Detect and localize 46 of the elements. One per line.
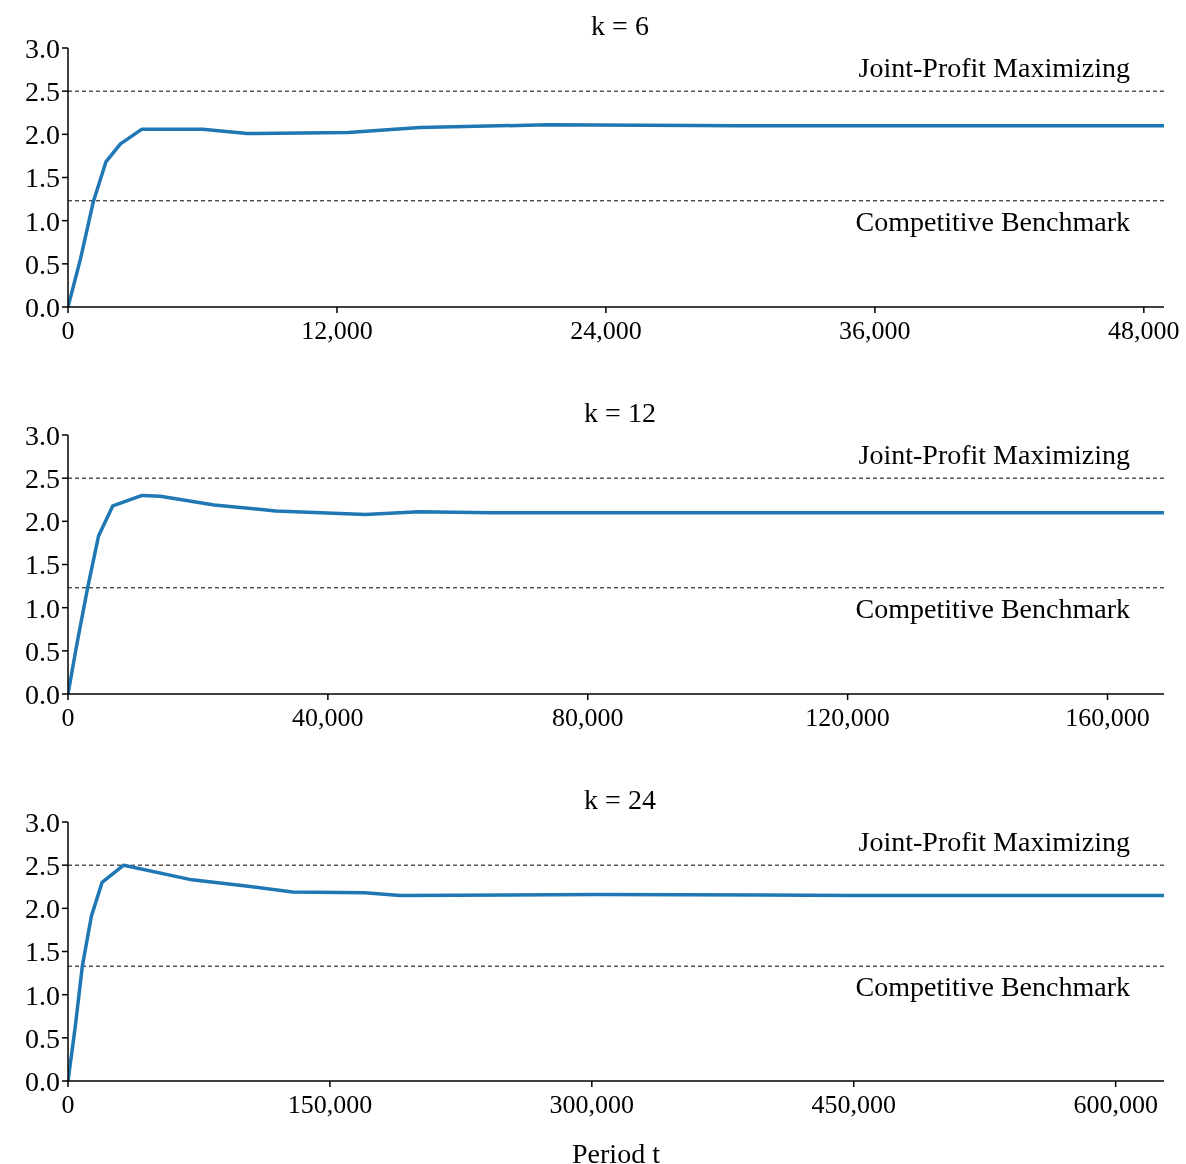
y-tick-label: 2.5 xyxy=(25,76,60,108)
y-tick-label: 0.0 xyxy=(25,291,60,323)
x-tick-label: 0 xyxy=(61,703,75,732)
chart-title: k = 12 xyxy=(583,397,657,429)
y-tick-label: 3.0 xyxy=(25,806,60,838)
y-tick-label: 2.5 xyxy=(25,463,60,495)
y-tick-label: 0.0 xyxy=(25,678,60,710)
y-tick-label: 2.5 xyxy=(25,850,60,882)
y-tick-label: 3.0 xyxy=(25,32,60,64)
ref-line-label: Joint-Profit Maximizing xyxy=(858,439,1130,471)
ref-line-label: Competitive Benchmark xyxy=(855,592,1130,624)
x-tick-label: 80,000 xyxy=(551,703,624,732)
ref-line-label: Joint-Profit Maximizing xyxy=(858,826,1130,858)
y-tick-label: 0.5 xyxy=(25,1022,60,1054)
y-tick-label: 1.0 xyxy=(25,979,60,1011)
y-tick-label: 0.5 xyxy=(25,248,60,280)
x-tick-label: 150,000 xyxy=(287,1090,373,1119)
x-tick-label: 300,000 xyxy=(549,1090,635,1119)
x-tick-label: 40,000 xyxy=(292,703,364,732)
y-tick-label: 2.0 xyxy=(25,119,60,151)
y-tick-label: 2.0 xyxy=(25,506,60,538)
ref-line-label: Competitive Benchmark xyxy=(855,971,1130,1003)
x-tick-label: 48,000 xyxy=(1108,316,1180,345)
x-tick-label: 450,000 xyxy=(811,1090,896,1119)
ref-line-label: Competitive Benchmark xyxy=(855,205,1130,237)
y-tick-label: 1.0 xyxy=(25,205,60,237)
x-axis-title: Period t xyxy=(572,1138,661,1164)
y-tick-label: 2.0 xyxy=(25,893,60,925)
x-tick-label: 36,000 xyxy=(839,316,911,345)
y-tick-label: 1.5 xyxy=(25,162,60,194)
y-tick-label: 3.0 xyxy=(25,419,60,451)
y-tick-label: 1.0 xyxy=(25,592,60,624)
x-tick-label: 600,000 xyxy=(1073,1090,1158,1119)
y-tick-label: 0.0 xyxy=(25,1065,60,1097)
x-tick-label: 120,000 xyxy=(805,703,890,732)
x-tick-label: 160,000 xyxy=(1065,703,1150,732)
x-tick-label: 12,000 xyxy=(301,316,373,345)
y-tick-label: 0.5 xyxy=(25,635,60,667)
y-tick-label: 1.5 xyxy=(25,549,60,581)
y-tick-label: 1.5 xyxy=(25,936,60,968)
chart-title: k = 6 xyxy=(590,10,650,42)
x-tick-label: 0 xyxy=(61,316,75,345)
x-tick-label: 0 xyxy=(61,1090,75,1119)
chart-title: k = 24 xyxy=(583,784,657,816)
ref-line-label: Joint-Profit Maximizing xyxy=(858,52,1130,84)
x-tick-label: 24,000 xyxy=(570,316,642,345)
